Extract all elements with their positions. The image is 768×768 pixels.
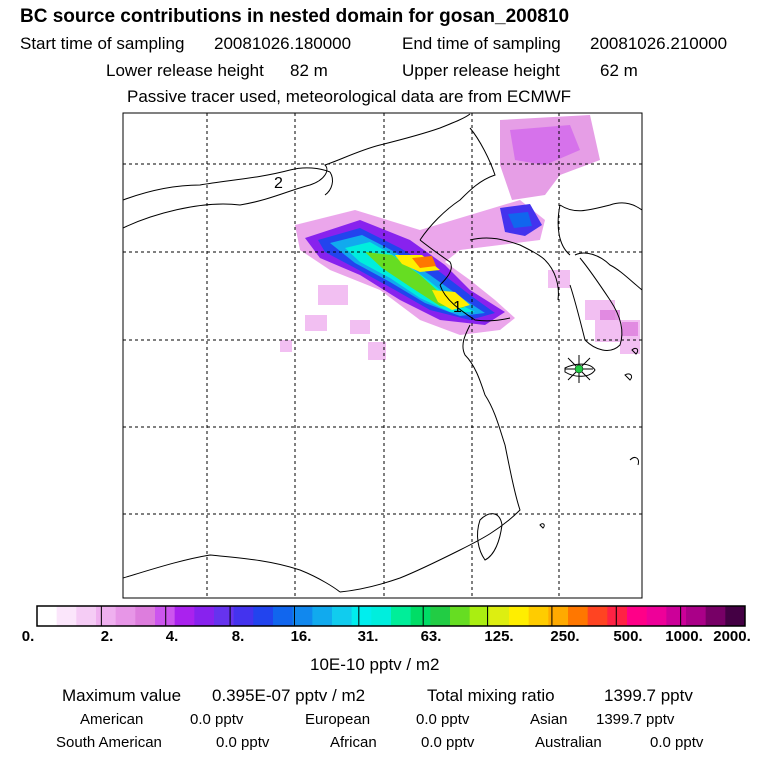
american-label: American xyxy=(80,711,144,728)
plume-northeast xyxy=(500,115,600,200)
lower-height-label: Lower release height xyxy=(106,61,264,80)
colorbar-segment xyxy=(528,606,549,626)
european-label: European xyxy=(305,711,371,728)
colorbar-tick-label: 1000. xyxy=(665,628,703,645)
colorbar-tick-label: 250. xyxy=(550,628,580,645)
colorbar-segment xyxy=(351,606,372,626)
colorbar-segment xyxy=(627,606,648,626)
start-time-label: Start time of sampling xyxy=(20,34,185,53)
colorbar-segment xyxy=(332,606,353,626)
south-american-label: South American xyxy=(56,734,162,751)
colorbar-segment xyxy=(312,606,333,626)
plume-patches xyxy=(280,270,640,360)
max-value: 0.395E-07 pptv / m2 xyxy=(212,686,366,705)
grid-lines xyxy=(123,113,642,598)
colorbar-segment xyxy=(37,606,58,626)
map-label-2: 2 xyxy=(274,175,283,192)
colorbar-segment xyxy=(214,606,235,626)
colorbar-segment xyxy=(705,606,726,626)
colorbar-tick-label: 500. xyxy=(613,628,643,645)
colorbar-segment xyxy=(646,606,667,626)
colorbar-frame xyxy=(36,605,746,627)
colorbar-segment xyxy=(450,606,471,626)
colorbar-segment xyxy=(469,606,490,626)
american-value: 0.0 pptv xyxy=(190,711,244,728)
colorbar-segment xyxy=(371,606,392,626)
colorbar-tick-label: 16. xyxy=(290,628,312,645)
upper-height-label: Upper release height xyxy=(402,61,560,80)
colorbar-segment xyxy=(666,606,687,626)
colorbar-segment xyxy=(568,606,589,626)
colorbar-tick-label: 63. xyxy=(420,628,442,645)
colorbar-tick-label: 4. xyxy=(165,628,179,645)
colorbar xyxy=(37,606,746,626)
colorbar-tick-label: 0. xyxy=(21,628,35,645)
plume-layer xyxy=(123,113,642,593)
receptor-star-icon xyxy=(565,355,593,383)
lower-height-value: 82 m xyxy=(290,61,328,80)
african-label: African xyxy=(330,734,377,751)
colorbar-segment xyxy=(587,606,608,626)
colorbar-segment xyxy=(115,606,136,626)
asian-value: 1399.7 pptv xyxy=(596,711,675,728)
colorbar-tick-label: 2. xyxy=(100,628,114,645)
colorbar-tick-label: 8. xyxy=(231,628,245,645)
map-frame xyxy=(122,112,643,599)
colorbar-segment xyxy=(548,606,569,626)
european-value: 0.0 pptv xyxy=(416,711,470,728)
asian-label: Asian xyxy=(530,711,568,728)
colorbar-segment xyxy=(686,606,707,626)
start-time-value: 20081026.180000 xyxy=(214,34,352,53)
end-time-value: 20081026.210000 xyxy=(590,34,728,53)
colorbar-segment xyxy=(725,606,746,626)
colorbar-segment xyxy=(155,606,176,626)
colorbar-segment xyxy=(233,606,254,626)
colorbar-segment xyxy=(76,606,97,626)
south-american-value: 0.0 pptv xyxy=(216,734,270,751)
plume-main xyxy=(295,200,545,335)
colorbar-segment xyxy=(96,606,117,626)
colorbar-segment xyxy=(194,606,215,626)
colorbar-segment xyxy=(607,606,628,626)
colorbar-segment xyxy=(292,606,313,626)
end-time-label: End time of sampling xyxy=(402,34,561,53)
colorbar-segment xyxy=(135,606,156,626)
colorbar-tick-label: 125. xyxy=(484,628,514,645)
max-value-label: Maximum value xyxy=(62,686,182,705)
colorbar-tick-label: 31. xyxy=(357,628,379,645)
plume-patches-dark xyxy=(600,310,638,336)
colorbar-segment xyxy=(253,606,274,626)
african-value: 0.0 pptv xyxy=(421,734,475,751)
tracer-note: Passive tracer used, meteorological data… xyxy=(127,87,572,106)
total-mixing-label: Total mixing ratio xyxy=(427,686,555,705)
colorbar-segment xyxy=(273,606,294,626)
colorbar-unit-label: 10E-10 pptv / m2 xyxy=(310,655,440,674)
australian-label: Australian xyxy=(535,734,602,751)
australian-value: 0.0 pptv xyxy=(650,734,704,751)
colorbar-segment xyxy=(509,606,530,626)
colorbar-segment xyxy=(410,606,431,626)
colorbar-segment xyxy=(430,606,451,626)
upper-height-value: 62 m xyxy=(600,61,638,80)
colorbar-segment xyxy=(489,606,510,626)
colorbar-segment xyxy=(56,606,77,626)
colorbar-tick-label: 2000. xyxy=(713,628,751,645)
total-mixing-value: 1399.7 pptv xyxy=(604,686,693,705)
colorbar-segment xyxy=(391,606,412,626)
plot-title: BC source contributions in nested domain… xyxy=(20,6,570,27)
map-label-1: 1 xyxy=(453,299,462,316)
colorbar-segment xyxy=(174,606,195,626)
